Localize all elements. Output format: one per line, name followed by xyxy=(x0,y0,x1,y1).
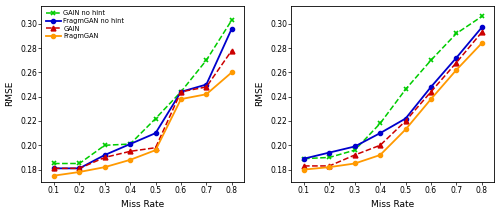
Line: FragmGAN no hint: FragmGAN no hint xyxy=(302,25,484,161)
GAIN no hint xyxy=(152,117,158,120)
Line: GAIN: GAIN xyxy=(52,48,234,171)
GAIN xyxy=(178,91,184,93)
Line: GAIN no hint: GAIN no hint xyxy=(52,18,234,166)
FragmGAN no hint xyxy=(102,154,108,156)
GAIN no hint xyxy=(102,144,108,147)
GAIN xyxy=(428,91,434,93)
GAIN no hint xyxy=(127,143,133,145)
X-axis label: Miss Rate: Miss Rate xyxy=(371,200,414,209)
FragmGAN no hint xyxy=(478,26,484,29)
FragmGAN no hint xyxy=(402,117,408,120)
GAIN xyxy=(204,86,210,88)
FragmGAN no hint xyxy=(152,132,158,134)
FragmGAN no hint xyxy=(127,143,133,145)
GAIN no hint xyxy=(377,122,383,125)
GAIN no hint xyxy=(301,157,307,160)
GAIN no hint xyxy=(178,91,184,93)
FragmGAN no hint xyxy=(228,27,234,30)
FragmGAN no hint xyxy=(326,151,332,154)
FragmGAN no hint xyxy=(428,86,434,88)
FragmGAN xyxy=(478,42,484,45)
FragmGAN xyxy=(326,166,332,168)
Line: GAIN no hint: GAIN no hint xyxy=(302,14,484,161)
GAIN xyxy=(301,165,307,167)
FragmGAN no hint xyxy=(51,167,57,170)
GAIN xyxy=(478,31,484,34)
GAIN no hint xyxy=(478,15,484,18)
GAIN xyxy=(127,150,133,153)
FragmGAN xyxy=(377,154,383,156)
Y-axis label: RMSE: RMSE xyxy=(256,81,264,106)
GAIN no hint xyxy=(454,32,460,35)
GAIN no hint xyxy=(76,162,82,165)
FragmGAN xyxy=(152,149,158,151)
X-axis label: Miss Rate: Miss Rate xyxy=(121,200,164,209)
FragmGAN no hint xyxy=(454,57,460,59)
GAIN no hint xyxy=(352,149,358,151)
FragmGAN xyxy=(204,93,210,95)
FragmGAN no hint xyxy=(204,83,210,86)
FragmGAN xyxy=(102,166,108,168)
FragmGAN xyxy=(76,171,82,173)
FragmGAN xyxy=(301,168,307,171)
FragmGAN xyxy=(428,98,434,100)
FragmGAN xyxy=(352,162,358,165)
GAIN no hint xyxy=(402,88,408,91)
FragmGAN no hint xyxy=(178,91,184,93)
GAIN no hint xyxy=(326,156,332,159)
FragmGAN no hint xyxy=(377,132,383,134)
GAIN xyxy=(377,144,383,147)
GAIN xyxy=(402,120,408,122)
FragmGAN xyxy=(178,98,184,100)
Line: GAIN: GAIN xyxy=(302,30,484,168)
GAIN xyxy=(51,167,57,170)
FragmGAN no hint xyxy=(76,167,82,170)
GAIN no hint xyxy=(428,59,434,61)
FragmGAN no hint xyxy=(301,157,307,160)
GAIN xyxy=(326,165,332,167)
Line: FragmGAN: FragmGAN xyxy=(302,41,484,172)
GAIN xyxy=(454,61,460,64)
FragmGAN xyxy=(454,69,460,71)
Y-axis label: RMSE: RMSE xyxy=(6,81,15,106)
GAIN xyxy=(352,154,358,156)
GAIN xyxy=(152,146,158,149)
Line: FragmGAN: FragmGAN xyxy=(52,70,234,178)
FragmGAN no hint xyxy=(352,145,358,148)
FragmGAN xyxy=(127,159,133,161)
FragmGAN xyxy=(402,128,408,131)
GAIN xyxy=(102,156,108,159)
Line: FragmGAN no hint: FragmGAN no hint xyxy=(52,27,234,170)
GAIN no hint xyxy=(51,162,57,165)
GAIN no hint xyxy=(204,59,210,61)
GAIN xyxy=(228,49,234,52)
FragmGAN xyxy=(228,71,234,74)
GAIN xyxy=(76,167,82,170)
FragmGAN xyxy=(51,174,57,177)
GAIN no hint xyxy=(228,19,234,22)
Legend: GAIN no hint, FragmGAN no hint, GAIN, FragmGAN: GAIN no hint, FragmGAN no hint, GAIN, Fr… xyxy=(44,9,126,41)
